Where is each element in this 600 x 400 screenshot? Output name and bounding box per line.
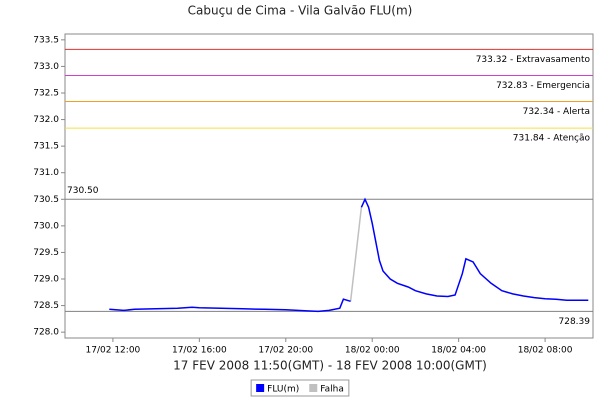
plot-area [64, 33, 594, 339]
y-tick-label: 728.0 [33, 328, 59, 338]
legend-label: Falha [320, 385, 344, 395]
x-tick-label: 17/02 20:00 [258, 346, 313, 356]
x-tick-label: 17/02 16:00 [172, 346, 227, 356]
legend: FLU(m) Falha [250, 379, 350, 397]
threshold-label: 731.84 - Atenção [513, 134, 591, 144]
reference-label: 730.50 [67, 186, 99, 196]
x-axis-title: 17 FEV 2008 11:50(GMT) - 18 FEV 2008 10:… [173, 359, 487, 373]
legend-label: FLU(m) [267, 385, 299, 395]
x-tick-label: 17/02 12:00 [86, 346, 141, 356]
legend-swatch [309, 384, 318, 392]
x-tick-label: 18/02 08:00 [518, 346, 573, 356]
y-tick-label: 729.0 [33, 275, 59, 285]
y-tick-label: 733.0 [33, 62, 59, 72]
threshold-label: 733.32 - Extravasamento [476, 55, 591, 65]
x-tick-label: 18/02 04:00 [431, 346, 486, 356]
legend-box [250, 379, 350, 397]
y-tick-label: 732.0 [33, 115, 59, 125]
legend-swatch [256, 384, 265, 392]
y-tick-label: 728.5 [33, 301, 59, 311]
y-tick-label: 730.0 [33, 221, 59, 231]
reference-label: 728.39 [559, 317, 591, 327]
series-line [109, 197, 589, 313]
y-tick-label: 729.5 [33, 248, 59, 258]
series-line [349, 207, 363, 302]
y-tick-label: 732.5 [33, 88, 59, 98]
x-tick-label: 18/02 00:00 [345, 346, 400, 356]
chart-title: Cabuçu de Cima - Vila Galvão FLU(m) [188, 4, 413, 18]
y-tick-label: 730.5 [33, 195, 59, 205]
threshold-label: 732.83 - Emergencia [496, 81, 590, 91]
y-tick-label: 731.5 [33, 142, 59, 152]
y-tick-label: 731.0 [33, 168, 59, 178]
y-tick-label: 733.5 [33, 35, 59, 45]
threshold-label: 732.34 - Alerta [523, 107, 590, 117]
